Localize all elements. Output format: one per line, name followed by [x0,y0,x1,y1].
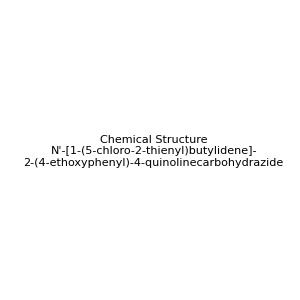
Text: Chemical Structure
N'-[1-(5-chloro-2-thienyl)butylidene]-
2-(4-ethoxyphenyl)-4-q: Chemical Structure N'-[1-(5-chloro-2-thi… [24,135,284,168]
